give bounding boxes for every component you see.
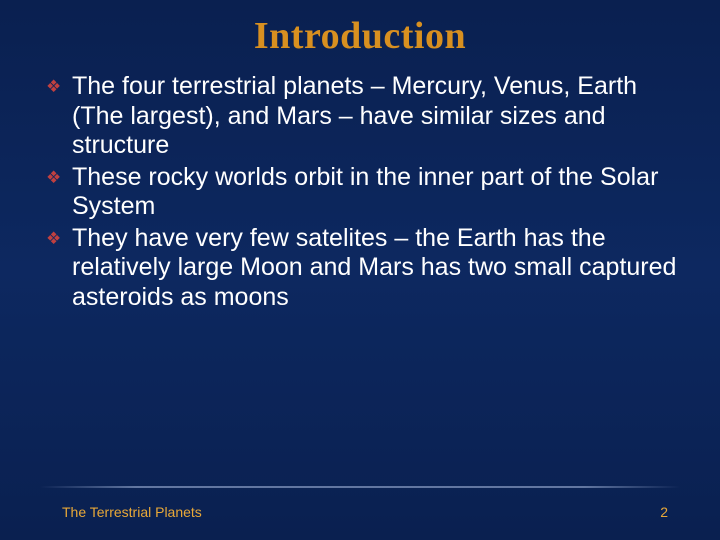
diamond-bullet-icon: ❖ <box>46 168 61 188</box>
slide-title: Introduction <box>0 0 720 58</box>
slide: Introduction ❖ The four terrestrial plan… <box>0 0 720 540</box>
bullet-text: These rocky worlds orbit in the inner pa… <box>72 163 658 221</box>
bullet-item: ❖ The four terrestrial planets – Mercury… <box>46 72 680 161</box>
footer-left-text: The Terrestrial Planets <box>62 504 202 520</box>
diamond-bullet-icon: ❖ <box>46 229 61 249</box>
footer-divider <box>40 486 680 488</box>
slide-footer: The Terrestrial Planets 2 <box>0 486 720 540</box>
bullet-item: ❖ They have very few satelites – the Ear… <box>46 224 680 313</box>
bullet-text: The four terrestrial planets – Mercury, … <box>72 72 637 159</box>
slide-body: ❖ The four terrestrial planets – Mercury… <box>0 58 720 312</box>
diamond-bullet-icon: ❖ <box>46 77 61 97</box>
page-number: 2 <box>660 504 668 520</box>
bullet-item: ❖ These rocky worlds orbit in the inner … <box>46 163 680 222</box>
bullet-text: They have very few satelites – the Earth… <box>72 224 676 311</box>
